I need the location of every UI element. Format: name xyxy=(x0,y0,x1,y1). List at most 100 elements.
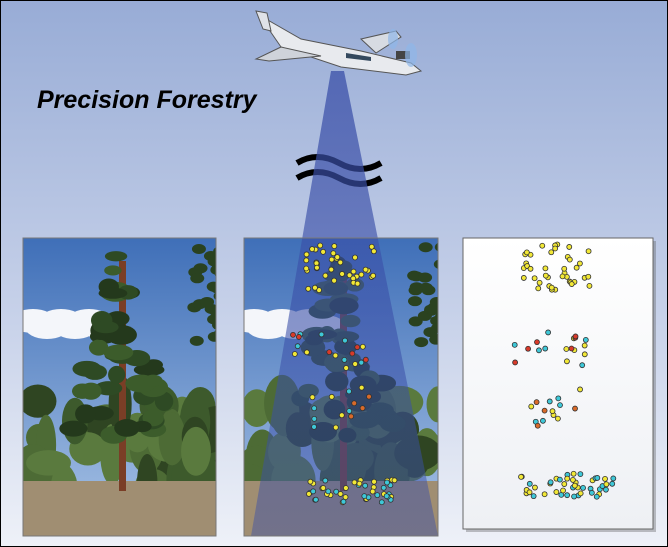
point xyxy=(546,330,551,335)
point xyxy=(296,334,301,339)
point xyxy=(557,477,562,482)
page: Precision Forestry xyxy=(0,0,668,547)
point xyxy=(534,400,539,405)
point xyxy=(353,362,358,367)
point xyxy=(321,486,326,491)
point xyxy=(564,359,569,364)
title: Precision Forestry xyxy=(37,86,258,114)
point xyxy=(519,474,524,479)
point xyxy=(553,246,558,251)
point xyxy=(319,332,324,337)
point xyxy=(573,334,578,339)
foliage xyxy=(104,265,121,275)
foliage xyxy=(99,288,128,299)
point xyxy=(562,266,567,271)
point xyxy=(569,346,574,351)
point xyxy=(565,476,570,481)
point xyxy=(567,244,572,249)
point xyxy=(363,483,368,488)
foliage xyxy=(108,366,125,384)
foliage xyxy=(105,251,127,261)
point xyxy=(537,280,542,285)
point xyxy=(359,385,364,390)
point xyxy=(532,485,537,490)
point xyxy=(372,479,377,484)
foliage xyxy=(419,242,433,252)
point xyxy=(312,416,317,421)
point xyxy=(528,266,533,271)
point xyxy=(567,257,572,262)
point xyxy=(344,365,349,370)
foliage xyxy=(75,404,96,423)
bush xyxy=(181,427,211,476)
foliage xyxy=(114,419,139,437)
point xyxy=(526,346,531,351)
point xyxy=(580,363,585,368)
point xyxy=(357,481,362,486)
point xyxy=(527,481,532,486)
point xyxy=(332,278,337,283)
foliage xyxy=(192,244,206,254)
point xyxy=(582,352,587,357)
point xyxy=(512,342,517,347)
point xyxy=(332,244,337,249)
point xyxy=(540,243,545,248)
point xyxy=(339,413,344,418)
point xyxy=(363,357,368,362)
point xyxy=(594,494,599,499)
point xyxy=(312,424,317,429)
point xyxy=(577,261,582,266)
point xyxy=(323,273,328,278)
point xyxy=(304,350,309,355)
point xyxy=(342,338,347,343)
point xyxy=(342,357,347,362)
point xyxy=(355,345,360,350)
point xyxy=(571,471,576,476)
point xyxy=(366,394,371,399)
point xyxy=(318,243,323,248)
point xyxy=(610,481,615,486)
point xyxy=(292,352,297,357)
point xyxy=(323,478,328,483)
foliage xyxy=(103,345,133,361)
point xyxy=(290,332,295,337)
point xyxy=(582,343,587,348)
point xyxy=(543,346,548,351)
bush xyxy=(26,450,71,475)
point xyxy=(561,488,566,493)
point xyxy=(549,285,554,290)
point xyxy=(578,491,583,496)
point xyxy=(529,404,534,409)
point xyxy=(312,406,317,411)
point xyxy=(333,353,338,358)
point xyxy=(572,494,577,499)
point xyxy=(543,273,548,278)
point xyxy=(573,406,578,411)
foliage xyxy=(424,304,438,314)
point xyxy=(375,493,380,498)
point xyxy=(384,494,389,499)
foliage xyxy=(144,375,163,387)
point xyxy=(564,347,569,352)
foliage xyxy=(418,273,432,283)
point xyxy=(306,286,311,291)
point xyxy=(311,489,316,494)
point xyxy=(536,348,541,353)
point xyxy=(327,350,332,355)
point xyxy=(343,486,348,491)
point xyxy=(527,490,532,495)
point xyxy=(578,387,583,392)
point xyxy=(604,482,609,487)
point xyxy=(540,418,545,423)
point xyxy=(341,499,346,504)
point xyxy=(359,272,364,277)
point xyxy=(326,489,331,494)
point xyxy=(532,276,537,281)
point xyxy=(534,340,539,345)
point xyxy=(352,401,357,406)
point xyxy=(379,500,384,505)
point xyxy=(333,425,338,430)
point xyxy=(329,394,334,399)
point xyxy=(572,483,577,488)
foliage xyxy=(72,361,101,377)
